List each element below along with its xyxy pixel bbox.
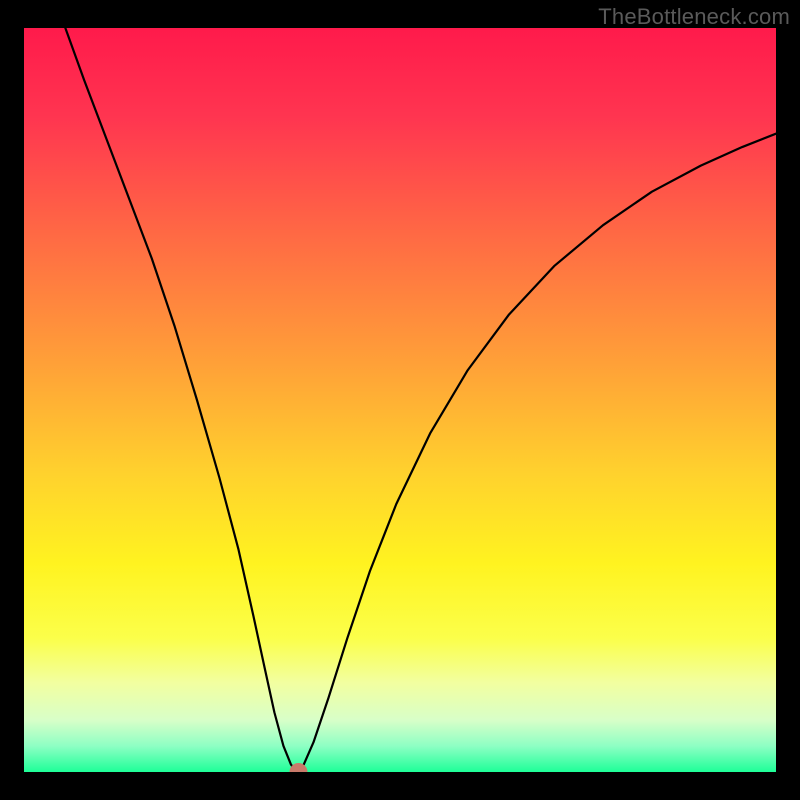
watermark-text: TheBottleneck.com (598, 4, 790, 30)
chart-frame: TheBottleneck.com (0, 0, 800, 800)
bottleneck-curve-chart (24, 28, 776, 772)
plot-area (24, 28, 776, 772)
heat-background (24, 28, 776, 772)
